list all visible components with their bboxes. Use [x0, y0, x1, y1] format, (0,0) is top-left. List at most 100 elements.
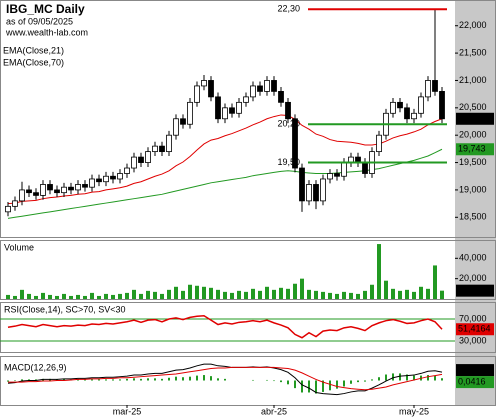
- value-tag: 51,4164: [458, 324, 491, 334]
- macd-histogram: [357, 380, 359, 383]
- panel-title: Volume: [4, 242, 34, 252]
- chart-title: IBG_MC Daily: [6, 2, 85, 16]
- volume-bar: [412, 291, 416, 299]
- macd-histogram: [210, 376, 212, 381]
- macd-histogram: [189, 376, 191, 381]
- candle-body: [40, 184, 46, 196]
- volume-bar: [244, 291, 248, 299]
- candle-body: [243, 96, 249, 103]
- macd-histogram: [7, 380, 9, 382]
- candle-body: [166, 134, 172, 153]
- macd-histogram: [154, 378, 156, 381]
- candle-body: [320, 178, 326, 202]
- candle-body: [33, 192, 39, 196]
- candle-body: [159, 145, 165, 153]
- source: www.wealth-lab.com: [5, 27, 88, 37]
- level-label: 22,30: [277, 4, 300, 14]
- candle-body: [131, 156, 137, 169]
- volume-bar: [314, 290, 318, 299]
- volume-bar: [223, 291, 227, 299]
- volume-bar: [55, 295, 59, 299]
- candle-body: [229, 107, 235, 114]
- volume-bar: [237, 290, 241, 299]
- x-tick-label: mar-25: [113, 406, 142, 416]
- volume-bar: [349, 292, 353, 299]
- macd-histogram: [224, 378, 226, 381]
- candle-body: [110, 175, 116, 180]
- candle-body: [173, 118, 179, 136]
- macd-histogram: [56, 379, 58, 381]
- macd-histogram: [322, 380, 324, 392]
- volume-bar: [391, 288, 395, 299]
- volume-bar: [132, 289, 136, 299]
- candle-body: [271, 80, 277, 92]
- macd-histogram: [371, 379, 373, 381]
- macd-histogram: [287, 380, 289, 385]
- candle-body: [47, 184, 53, 191]
- x-tick-label: may-25: [399, 406, 429, 416]
- level-label: 19,50: [277, 157, 300, 167]
- candle-body: [138, 156, 144, 163]
- candle-body: [5, 205, 11, 213]
- y-tick-label: 40,000: [459, 253, 487, 263]
- volume-bar: [251, 288, 255, 299]
- volume-bar: [90, 292, 94, 299]
- volume-bar: [279, 287, 283, 299]
- volume-bar: [202, 286, 206, 299]
- candle-body: [334, 173, 340, 177]
- value-tag: 8,199: [458, 285, 481, 295]
- volume-bar: [146, 290, 150, 299]
- candle-body: [68, 186, 74, 191]
- candle-body: [264, 80, 270, 92]
- candle-body: [96, 178, 102, 183]
- macd-histogram: [350, 380, 352, 384]
- volume-bar: [370, 284, 374, 299]
- macd-histogram: [203, 375, 205, 381]
- macd-histogram: [329, 380, 331, 391]
- macd-histogram: [413, 375, 415, 381]
- macd-histogram: [280, 380, 282, 383]
- volume-bar: [118, 293, 122, 299]
- candle-body: [89, 178, 95, 188]
- volume-bar: [62, 293, 66, 299]
- y-tick-label: 20,000: [459, 273, 487, 283]
- volume-bar: [426, 288, 430, 299]
- macd-histogram: [161, 378, 163, 381]
- macd-histogram: [301, 380, 303, 393]
- macd-histogram: [147, 378, 149, 381]
- volume-bar: [167, 289, 171, 299]
- candle-body: [201, 80, 207, 87]
- candle-body: [292, 118, 298, 169]
- macd-histogram: [84, 379, 86, 381]
- candle-body: [152, 145, 158, 153]
- y-tick-label: 21,500: [459, 47, 487, 57]
- candle-body: [61, 186, 67, 194]
- value-tag-bg: [456, 376, 494, 389]
- candle-body: [306, 184, 312, 202]
- volume-bar: [384, 280, 388, 299]
- value-tag: 19,743: [458, 144, 486, 154]
- panel-title: RSI(Close,14), SC>70, SV<30: [4, 304, 126, 314]
- value-tag-bg: [456, 364, 494, 377]
- x-tick-label: abr-25: [261, 406, 287, 416]
- candle-body: [418, 96, 424, 114]
- candle-body: [404, 107, 410, 120]
- macd-histogram: [266, 379, 268, 381]
- macd-histogram: [406, 374, 408, 381]
- macd-histogram: [343, 380, 345, 387]
- volume-bar: [160, 293, 164, 299]
- candle-body: [425, 80, 431, 98]
- candle-body: [285, 101, 291, 120]
- volume-bar: [398, 290, 402, 299]
- candle-body: [208, 80, 214, 98]
- value-tag-bg: [456, 143, 494, 156]
- y-tick-label: 20,500: [459, 102, 487, 112]
- volume-bar: [265, 286, 269, 299]
- volume-bar: [27, 293, 31, 299]
- volume-bar: [216, 289, 220, 299]
- macd-histogram: [217, 378, 219, 381]
- candle-body: [432, 80, 438, 92]
- ema-line: [7, 114, 443, 205]
- volume-bar: [41, 292, 45, 299]
